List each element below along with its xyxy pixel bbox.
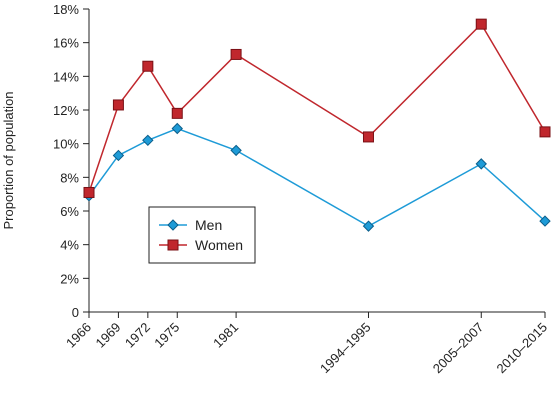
- data-point-women: [539, 126, 551, 138]
- legend: Men Women: [148, 206, 256, 264]
- y-tick-label: 6%: [60, 204, 79, 219]
- y-tick-label: 0: [72, 305, 79, 320]
- y-tick-label: 10%: [53, 137, 79, 152]
- series-line-women: [88, 22, 546, 193]
- y-tick-label: 8%: [60, 170, 79, 185]
- data-point-women: [362, 131, 374, 143]
- data-point-men: [362, 220, 375, 232]
- data-point-men: [475, 158, 487, 170]
- x-tick-label: 1981: [210, 320, 241, 351]
- y-axis-ticks: 0 2% 4% 6% 8% 10% 12% 14% 16% 18%: [53, 2, 89, 320]
- legend-box: [148, 206, 256, 264]
- data-point-men: [112, 149, 125, 162]
- x-tick-label: 1966: [63, 320, 94, 351]
- series-line-men: [88, 127, 546, 228]
- data-point-men: [171, 122, 183, 135]
- y-tick-label: 2%: [60, 271, 79, 286]
- legend-swatch-marker: [167, 239, 179, 251]
- data-point-women: [230, 48, 242, 60]
- legend-label: Women: [195, 237, 243, 253]
- y-axis-label: Proportion of population: [1, 91, 16, 229]
- series-women: [83, 18, 551, 198]
- legend-label: Men: [195, 217, 222, 233]
- x-tick-label: 1975: [151, 320, 182, 351]
- chart-axes: [88, 9, 545, 313]
- y-tick-label: 4%: [60, 238, 79, 253]
- x-tick-label: 1972: [122, 320, 153, 351]
- legend-swatch-marker: [167, 219, 179, 231]
- data-point-women: [475, 18, 487, 30]
- data-point-men: [230, 144, 242, 157]
- data-point-women: [112, 99, 124, 111]
- data-point-women: [83, 186, 95, 198]
- x-tick-label: 1994–1995: [317, 320, 374, 377]
- y-tick-label: 16%: [53, 36, 79, 51]
- y-tick-label: 12%: [53, 103, 79, 118]
- data-point-men: [539, 215, 551, 227]
- series-layer: [83, 18, 551, 232]
- data-point-men: [142, 134, 154, 147]
- x-tick-label: 2005–2007: [430, 320, 487, 377]
- x-tick-label: 1969: [92, 320, 123, 351]
- x-tick-label: 2010–2015: [493, 320, 550, 377]
- y-tick-label: 18%: [53, 2, 79, 17]
- data-point-women: [171, 107, 183, 119]
- y-tick-label: 14%: [53, 69, 79, 84]
- data-point-women: [142, 60, 154, 72]
